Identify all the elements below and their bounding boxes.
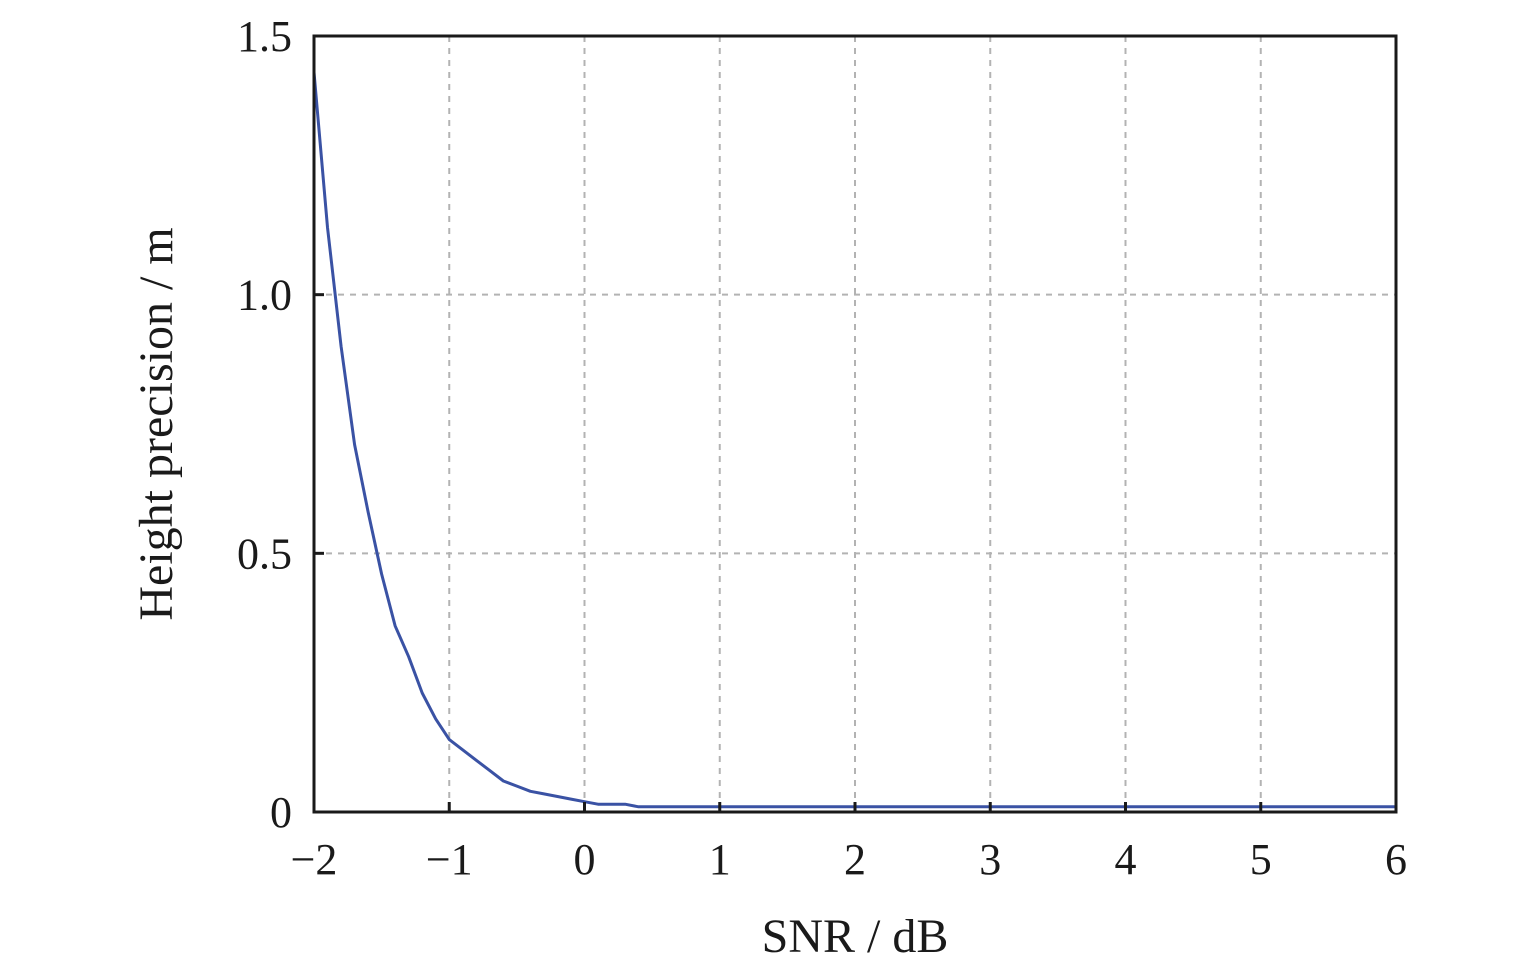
x-tick-label: 3 — [979, 835, 1001, 884]
x-tick-label: −1 — [426, 835, 473, 884]
x-tick-label: 4 — [1115, 835, 1137, 884]
x-tick-label: −2 — [291, 835, 338, 884]
y-axis-label: Height precision / m — [130, 227, 183, 620]
y-tick-label: 0 — [270, 788, 292, 837]
series-line-0 — [312, 70, 1398, 809]
x-axis-label: SNR / dB — [762, 910, 949, 963]
x-tick-label: 6 — [1385, 835, 1407, 884]
grid-layer — [314, 36, 1396, 812]
y-tick-label: 0.5 — [237, 529, 292, 578]
y-tick-label: 1.0 — [237, 271, 292, 320]
series-layer — [312, 70, 1398, 809]
x-tick-label: 0 — [574, 835, 596, 884]
x-tick-labels: −2 −1 0 1 2 3 4 5 6 — [291, 835, 1407, 884]
x-tick-label: 2 — [844, 835, 866, 884]
x-tick-label: 5 — [1250, 835, 1272, 884]
tick-layer — [312, 34, 1398, 814]
y-tick-labels: 0 0.5 1.0 1.5 — [237, 12, 292, 837]
x-tick-label: 1 — [709, 835, 731, 884]
y-tick-label: 1.5 — [237, 12, 292, 61]
